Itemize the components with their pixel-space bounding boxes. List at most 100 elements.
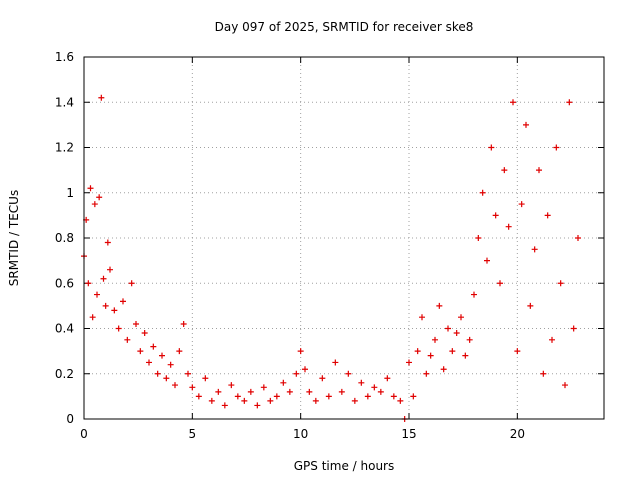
data-point: [85, 280, 92, 287]
data-point: [445, 325, 451, 332]
data-point: [150, 343, 157, 350]
data-point: [540, 370, 547, 377]
data-point: [501, 167, 508, 174]
data-point: [427, 352, 434, 359]
y-tick-label: 0.8: [55, 231, 74, 245]
data-point: [163, 375, 170, 382]
data-point: [267, 397, 274, 404]
data-point: [423, 370, 430, 377]
data-point: [306, 388, 313, 395]
data-point: [312, 397, 319, 404]
data-point: [462, 352, 469, 359]
x-tick-label: 15: [401, 427, 416, 441]
data-point: [514, 348, 521, 355]
data-point: [371, 384, 378, 391]
data-point: [536, 167, 542, 174]
data-point: [89, 314, 96, 321]
data-point: [280, 379, 287, 386]
y-axis-label: SRMTID / TECUs: [7, 190, 21, 286]
data-point: [96, 194, 103, 201]
x-axis-label: GPS time / hours: [294, 459, 395, 473]
data-point: [172, 382, 178, 389]
y-tick-label: 1.4: [55, 95, 74, 109]
data-point: [544, 212, 551, 219]
grid-layer: [84, 57, 604, 419]
data-point: [518, 201, 525, 208]
data-point: [570, 325, 577, 332]
data-point: [440, 366, 447, 373]
data-point: [458, 314, 464, 321]
data-point: [484, 257, 490, 264]
data-point: [549, 336, 555, 343]
data-point: [189, 384, 196, 391]
data-point: [94, 291, 100, 298]
data-point: [286, 388, 293, 395]
data-point: [302, 366, 308, 373]
data-point: [338, 388, 345, 395]
y-tick-label: 0.6: [55, 276, 74, 290]
data-point: [273, 393, 280, 400]
y-tick-label: 1.2: [55, 141, 74, 155]
data-point: [115, 325, 122, 332]
data-point: [293, 370, 300, 377]
data-point: [414, 348, 421, 355]
data-point: [449, 348, 456, 355]
data-point: [180, 320, 187, 327]
y-tick-label: 1: [66, 186, 74, 200]
data-point: [87, 185, 94, 192]
data-point: [215, 388, 222, 395]
data-point: [488, 144, 495, 151]
x-tick-label: 5: [189, 427, 197, 441]
data-point: [358, 379, 365, 386]
data-point: [345, 370, 352, 377]
data-point: [390, 393, 397, 400]
data-point: [562, 382, 568, 389]
data-point: [397, 397, 404, 404]
data-point: [419, 314, 425, 321]
data-point: [154, 370, 161, 377]
data-point: [531, 246, 538, 253]
data-point: [234, 393, 241, 400]
data-point: [364, 393, 371, 400]
data-point: [575, 235, 581, 241]
x-tick-label: 10: [293, 427, 308, 441]
data-point: [91, 201, 98, 208]
y-tick-label: 1.6: [55, 50, 74, 64]
data-point: [436, 302, 443, 309]
data-point: [247, 388, 254, 395]
data-point: [471, 291, 477, 298]
data-point: [351, 397, 358, 404]
data-point: [102, 302, 109, 309]
data-point: [297, 348, 304, 355]
data-point: [479, 189, 486, 196]
data-point: [100, 275, 107, 282]
data-point: [98, 94, 105, 101]
data-point: [475, 235, 482, 241]
data-point: [120, 298, 126, 305]
x-tick-label: 20: [510, 427, 525, 441]
data-point: [128, 280, 135, 287]
data-point: [228, 382, 235, 389]
data-point: [185, 370, 191, 377]
data-point: [111, 307, 118, 314]
data-point: [159, 352, 165, 359]
data-point: [325, 393, 332, 400]
data-point: [410, 393, 417, 400]
plot-frame: [83, 56, 605, 420]
data-points: [81, 94, 581, 422]
data-point: [137, 348, 144, 355]
tick-layer: 0 0.2 0.4 0.6 0.8 1 1.2 1.4 1.6 0 5 10 15 20: [55, 50, 604, 441]
data-point: [319, 375, 326, 382]
data-point: [195, 393, 202, 400]
data-point: [260, 384, 267, 391]
data-point: [505, 223, 512, 230]
data-point: [208, 397, 215, 404]
data-point: [254, 402, 261, 409]
data-point: [202, 375, 209, 382]
data-point: [241, 397, 248, 404]
y-tick-label: 0: [66, 412, 74, 426]
data-point: [141, 330, 148, 337]
data-point: [492, 212, 499, 219]
data-point: [146, 359, 152, 366]
data-point: [167, 361, 174, 368]
